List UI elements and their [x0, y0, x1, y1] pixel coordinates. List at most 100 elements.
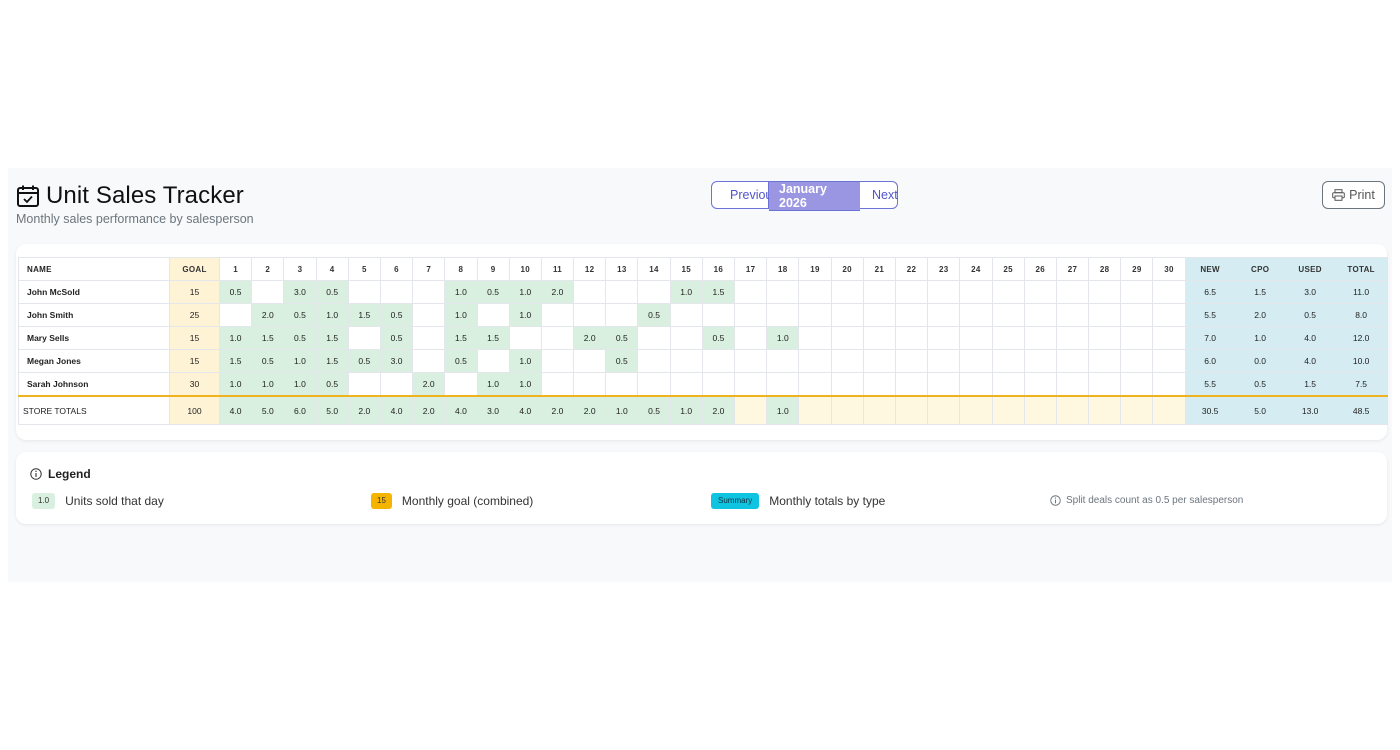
- header: Unit Sales Tracker Monthly sales perform…: [8, 168, 1392, 240]
- day-cell: [927, 303, 961, 327]
- day-column-header: 10: [508, 257, 542, 281]
- day-cell: [862, 303, 896, 327]
- summary-cell: 1.0: [1234, 326, 1286, 350]
- sales-table: NAME GOAL 1 2 3 4 5 6 7 8 9 10 11 12 13 14 15 16 17 18 19 20 2…: [18, 257, 1388, 425]
- legend-item-summary: Summary Monthly totals by type: [711, 493, 885, 509]
- salesperson-name: John McSold: [18, 280, 170, 304]
- day-cell: 0.5: [283, 326, 317, 350]
- day-column-header: 24: [959, 257, 993, 281]
- day-cell: [798, 372, 832, 397]
- day-cell: 0.5: [315, 280, 349, 304]
- day-cell: 1.5: [218, 349, 253, 373]
- day-cell: [476, 303, 510, 327]
- day-cell: [637, 372, 671, 397]
- total-day-cell: [1120, 395, 1154, 425]
- day-cell: 2.0: [412, 372, 446, 397]
- day-cell: [1023, 280, 1057, 304]
- day-cell: [1055, 326, 1090, 350]
- day-cell: 0.5: [315, 372, 349, 397]
- day-column-header: 11: [540, 257, 575, 281]
- previous-label: Previous: [730, 188, 779, 202]
- day-cell: [605, 372, 639, 397]
- day-cell: [412, 326, 446, 350]
- legend-title-text: Legend: [48, 467, 91, 481]
- total-day-cell: 4.0: [379, 395, 414, 425]
- day-cell: [766, 372, 800, 397]
- day-cell: [927, 349, 961, 373]
- day-cell: [1055, 280, 1090, 304]
- previous-month-button[interactable]: Previous: [711, 181, 779, 209]
- day-cell: [959, 349, 993, 373]
- day-cell: 0.5: [476, 280, 510, 304]
- salesperson-row: Sarah Johnson 30 1.0 1.0 1.0 0.5 2.0 1.0 1.0 5.5 0…: [18, 372, 1388, 397]
- current-month-label: January 2026: [769, 181, 860, 211]
- total-day-cell: [927, 395, 961, 425]
- day-column-header: 18: [766, 257, 800, 281]
- day-cell: [412, 280, 446, 304]
- day-cell: [444, 372, 478, 397]
- day-column-header: 2: [251, 257, 285, 281]
- salesperson-row: Megan Jones 15 1.5 0.5 1.0 1.5 0.5 3.0 0.5 1.0 0.5…: [18, 349, 1388, 373]
- day-cell: [991, 326, 1025, 350]
- day-cell: [766, 349, 800, 373]
- goal-cell: 25: [169, 303, 220, 327]
- total-day-cell: 2.0: [540, 395, 575, 425]
- summary-column-header: CPO: [1234, 257, 1286, 281]
- day-cell: [766, 280, 800, 304]
- summary-column-header: NEW: [1184, 257, 1236, 281]
- day-cell: 1.5: [701, 280, 736, 304]
- day-cell: 1.5: [251, 326, 285, 350]
- goal-swatch: 15: [371, 493, 392, 509]
- day-cell: 1.5: [315, 349, 349, 373]
- day-cell: [573, 372, 607, 397]
- goal-cell: 30: [169, 372, 220, 397]
- goal-label: Monthly goal (combined): [401, 494, 534, 508]
- next-month-button[interactable]: Next: [860, 181, 898, 209]
- split-deals-note: Split deals count as 0.5 per salesperson: [1050, 495, 1243, 506]
- day-cell: [637, 280, 671, 304]
- table-header-row: NAME GOAL 1 2 3 4 5 6 7 8 9 10 11 12 13 14 15 16 17 18 19 20 2…: [18, 257, 1388, 281]
- day-cell: [798, 303, 832, 327]
- day-cell: [1023, 349, 1057, 373]
- day-column-header: 29: [1120, 257, 1154, 281]
- day-column-header: 3: [283, 257, 317, 281]
- day-column-header: 7: [412, 257, 446, 281]
- day-cell: [379, 280, 414, 304]
- day-cell: [251, 280, 285, 304]
- day-cell: 1.0: [508, 372, 542, 397]
- day-cell: [218, 303, 253, 327]
- day-column-header: 4: [315, 257, 349, 281]
- day-cell: [1120, 303, 1154, 327]
- day-cell: 1.0: [669, 280, 703, 304]
- day-cell: [1120, 349, 1154, 373]
- day-cell: [1023, 326, 1057, 350]
- day-cell: 1.0: [251, 372, 285, 397]
- title-row: Unit Sales Tracker: [16, 182, 254, 210]
- day-column-header: 15: [669, 257, 703, 281]
- day-cell: [830, 303, 864, 327]
- total-day-cell: 0.5: [637, 395, 671, 425]
- day-cell: [830, 280, 864, 304]
- day-cell: 1.0: [283, 349, 317, 373]
- day-cell: [991, 372, 1025, 397]
- print-button[interactable]: Print: [1322, 181, 1385, 209]
- day-cell: [347, 372, 381, 397]
- day-cell: [1023, 303, 1057, 327]
- day-cell: [894, 372, 929, 397]
- day-column-header: 9: [476, 257, 510, 281]
- calendar-check-icon: [17, 185, 39, 207]
- day-cell: [605, 303, 639, 327]
- goal-cell: 15: [169, 280, 220, 304]
- app-root: Unit Sales Tracker Monthly sales perform…: [8, 168, 1392, 582]
- day-cell: 1.0: [508, 303, 542, 327]
- summary-cell: 4.0: [1284, 326, 1336, 350]
- day-cell: [894, 326, 929, 350]
- day-cell: [508, 326, 542, 350]
- salesperson-row: Mary Sells 15 1.0 1.5 0.5 1.5 0.5 1.5 1.5 2.0 0.5 0…: [18, 326, 1388, 350]
- info-circle-icon: [1050, 495, 1061, 506]
- summary-cell: 7.0: [1184, 326, 1236, 350]
- salesperson-name: Megan Jones: [18, 349, 170, 373]
- day-cell: [862, 326, 896, 350]
- month-navigator: Previous January 2026 Next: [711, 181, 898, 211]
- summary-cell: 11.0: [1334, 280, 1388, 304]
